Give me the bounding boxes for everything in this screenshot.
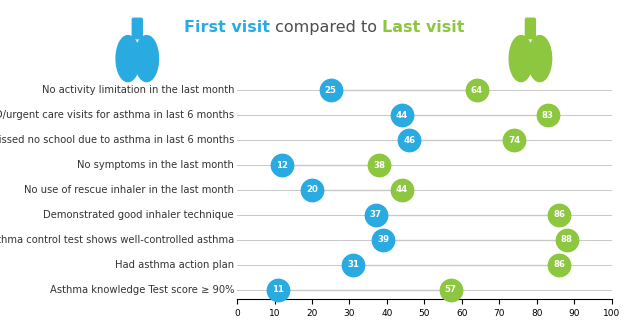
Text: 86: 86 xyxy=(553,260,565,269)
Text: No ED/urgent care visits for asthma in last 6 months: No ED/urgent care visits for asthma in l… xyxy=(0,110,234,120)
Text: No symptoms in the last month: No symptoms in the last month xyxy=(77,160,234,170)
Text: 11: 11 xyxy=(272,285,285,294)
Text: Asthma knowledge Test score ≥ 90%: Asthma knowledge Test score ≥ 90% xyxy=(49,285,234,295)
Text: No use of rescue inhaler in the last month: No use of rescue inhaler in the last mon… xyxy=(24,185,234,195)
FancyBboxPatch shape xyxy=(525,18,535,39)
Point xyxy=(348,262,358,267)
Point xyxy=(472,88,482,93)
Text: compared to: compared to xyxy=(270,20,383,35)
Point xyxy=(307,187,317,193)
FancyBboxPatch shape xyxy=(132,18,142,39)
Point xyxy=(326,88,336,93)
Text: 38: 38 xyxy=(373,161,386,170)
Point xyxy=(509,137,519,143)
Text: 44: 44 xyxy=(396,111,408,120)
Text: Last visit: Last visit xyxy=(383,20,465,35)
Point xyxy=(277,163,287,168)
Ellipse shape xyxy=(528,36,552,81)
Text: First visit: First visit xyxy=(184,20,270,35)
Point xyxy=(378,237,388,242)
Text: 25: 25 xyxy=(324,86,337,95)
Text: 44: 44 xyxy=(396,185,408,194)
Text: 86: 86 xyxy=(553,210,565,219)
Text: 37: 37 xyxy=(369,210,382,219)
Text: 46: 46 xyxy=(403,136,416,145)
Text: 88: 88 xyxy=(560,235,573,244)
Point xyxy=(397,187,407,193)
Point xyxy=(554,212,564,217)
Text: 64: 64 xyxy=(470,86,483,95)
Ellipse shape xyxy=(135,36,158,81)
Point xyxy=(404,137,414,143)
Text: 20: 20 xyxy=(306,185,318,194)
Point xyxy=(273,287,283,292)
Text: 57: 57 xyxy=(444,285,457,294)
Point xyxy=(562,237,572,242)
Point xyxy=(554,262,564,267)
Text: No activity limitation in the last month: No activity limitation in the last month xyxy=(42,85,234,95)
Text: 12: 12 xyxy=(276,161,288,170)
Point xyxy=(374,163,384,168)
Text: 74: 74 xyxy=(508,136,520,145)
Point xyxy=(446,287,456,292)
Text: Asthma control test shows well-controlled asthma: Asthma control test shows well-controlle… xyxy=(0,235,234,245)
Point xyxy=(543,113,553,118)
Text: 31: 31 xyxy=(347,260,359,269)
Text: 83: 83 xyxy=(542,111,554,120)
Point xyxy=(397,113,407,118)
Ellipse shape xyxy=(509,36,533,81)
Ellipse shape xyxy=(116,36,140,81)
Text: 39: 39 xyxy=(377,235,389,244)
Point xyxy=(371,212,381,217)
Text: Had asthma action plan: Had asthma action plan xyxy=(115,260,234,270)
Text: Missed no school due to asthma in last 6 months: Missed no school due to asthma in last 6… xyxy=(0,135,234,145)
Text: Demonstrated good inhaler technique: Demonstrated good inhaler technique xyxy=(44,210,234,220)
